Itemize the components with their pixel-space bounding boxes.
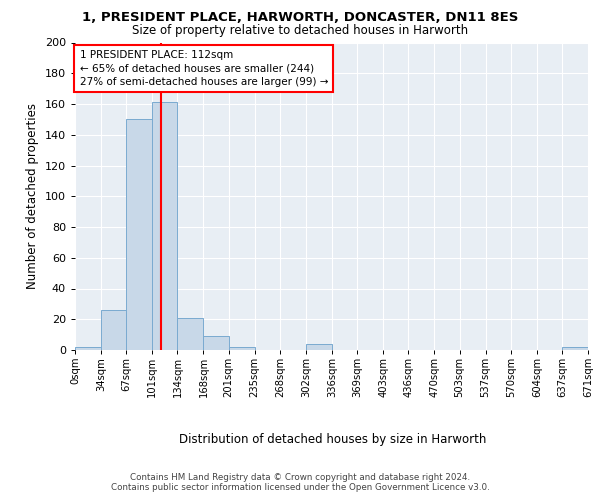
Bar	[306, 344, 332, 350]
Bar	[562, 347, 588, 350]
Bar	[178, 318, 203, 350]
Text: Contains public sector information licensed under the Open Government Licence v3: Contains public sector information licen…	[110, 484, 490, 492]
Bar	[229, 347, 254, 350]
Bar	[126, 120, 152, 350]
Y-axis label: Number of detached properties: Number of detached properties	[26, 104, 39, 289]
Text: Size of property relative to detached houses in Harworth: Size of property relative to detached ho…	[132, 24, 468, 37]
Bar	[152, 102, 178, 350]
Bar	[101, 310, 126, 350]
Bar	[75, 347, 101, 350]
Text: Contains HM Land Registry data © Crown copyright and database right 2024.: Contains HM Land Registry data © Crown c…	[130, 472, 470, 482]
Text: 1 PRESIDENT PLACE: 112sqm
← 65% of detached houses are smaller (244)
27% of semi: 1 PRESIDENT PLACE: 112sqm ← 65% of detac…	[80, 50, 328, 86]
Text: Distribution of detached houses by size in Harworth: Distribution of detached houses by size …	[179, 432, 487, 446]
Text: 1, PRESIDENT PLACE, HARWORTH, DONCASTER, DN11 8ES: 1, PRESIDENT PLACE, HARWORTH, DONCASTER,…	[82, 11, 518, 24]
Bar	[203, 336, 229, 350]
